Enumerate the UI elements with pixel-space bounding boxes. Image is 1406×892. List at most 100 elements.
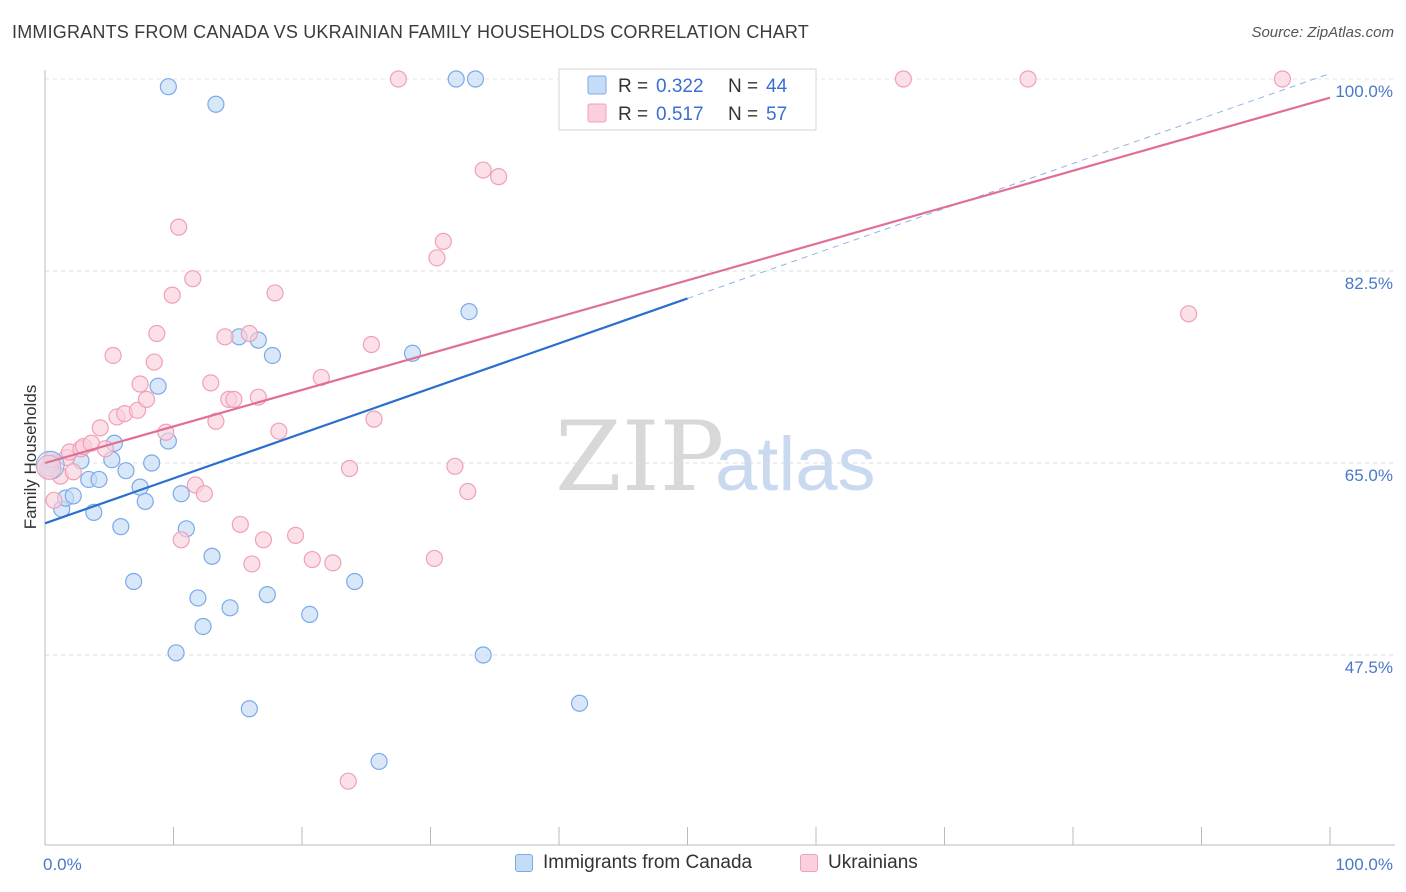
ukrainian-point	[362, 335, 380, 354]
canada-point	[346, 572, 364, 591]
ukrainian-point	[894, 70, 912, 88]
chart-source: Source: ZipAtlas.com	[1251, 24, 1394, 41]
stats-legend-n-value: 44	[766, 76, 788, 97]
stats-legend-r-value: 0.322	[656, 76, 704, 97]
ukrainian-point	[225, 390, 243, 408]
y-tick-label: 100.0%	[1335, 82, 1393, 101]
ukrainian-point	[145, 353, 163, 371]
ukrainian-point	[270, 422, 288, 440]
canada-point	[460, 302, 478, 321]
bottom-legend: Immigrants from Canada Ukrainians	[0, 852, 1406, 878]
canada-point	[203, 547, 221, 565]
watermark-atlas: atlas	[715, 422, 876, 507]
canada-point	[172, 485, 190, 503]
stats-legend-n-label: N =	[728, 104, 758, 125]
watermark-zip: ZIP	[555, 401, 724, 513]
ukrainian-point	[490, 168, 508, 186]
ukrainian-point	[425, 549, 443, 568]
canada-point	[447, 70, 465, 88]
ukrainian-point	[254, 531, 273, 549]
stats-legend-n-label: N =	[728, 76, 758, 97]
ukrainian-point	[170, 218, 188, 236]
canada-point	[221, 599, 239, 617]
canada-point	[112, 518, 130, 536]
ukrainian-trend-line	[44, 96, 1331, 465]
legend-label-canada: Immigrants from Canada	[543, 852, 753, 873]
ukrainian-point	[45, 491, 63, 509]
canada-point	[258, 586, 276, 604]
canada-point	[143, 454, 161, 472]
chart-title: IMMIGRANTS FROM CANADA VS UKRAINIAN FAMI…	[12, 22, 809, 42]
canada-point	[466, 70, 485, 88]
ukrainian-point	[163, 286, 181, 304]
ukrainian-point	[104, 346, 122, 365]
canada-point	[149, 377, 167, 395]
ukrainian-point	[148, 324, 166, 343]
canada-point	[90, 470, 108, 489]
ukrainian-point	[1180, 305, 1198, 323]
canada-point	[301, 605, 319, 624]
ukrainian-point	[202, 374, 220, 392]
stats-legend-r-label: R =	[618, 76, 648, 97]
ukrainian-point	[339, 772, 357, 790]
canada-point	[117, 462, 135, 480]
legend-swatch-ukrainians	[800, 854, 818, 872]
ukrainian-point	[286, 526, 305, 545]
ukrainian-point	[434, 232, 452, 250]
ukrainian-point	[428, 249, 446, 267]
ukrainian-point-cluster	[36, 454, 62, 480]
canada-point	[64, 487, 82, 505]
ukrainian-point	[184, 270, 202, 288]
ukrainian-point	[474, 161, 492, 179]
stats-legend-r-value: 0.517	[656, 104, 704, 125]
stats-legend-swatch	[587, 75, 607, 95]
y-tick-label: 47.5%	[1345, 658, 1393, 677]
ukrainian-point	[303, 550, 321, 569]
ukrainian-point	[1019, 70, 1037, 88]
ukrainian-point	[137, 390, 156, 408]
ukrainian-point	[266, 284, 284, 302]
bottom-legend-item-canada: Immigrants from Canada	[515, 852, 752, 874]
ukrainian-point	[243, 555, 261, 573]
ukrainian-point	[172, 531, 190, 549]
ukrainian-point	[64, 463, 82, 481]
y-tick-label: 65.0%	[1345, 466, 1393, 485]
canada-point	[370, 752, 388, 771]
canada-point	[207, 95, 225, 113]
canada-trend-extension	[687, 73, 1331, 299]
ukrainian-point	[216, 328, 234, 346]
canada-point	[189, 589, 207, 607]
ukrainian-point	[91, 419, 109, 437]
ukrainian-point	[1273, 70, 1292, 88]
ukrainian-point	[446, 457, 464, 475]
ukrainian-point	[365, 410, 383, 428]
ukrainian-point	[459, 482, 477, 501]
ukrainian-point	[389, 70, 407, 88]
canada-point	[194, 617, 212, 636]
canada-trend-line	[44, 297, 688, 525]
legend-label-ukrainians: Ukrainians	[828, 852, 918, 873]
ukrainian-point	[231, 515, 249, 534]
x-tick-label-max: 100.0%	[1335, 855, 1393, 874]
stats-legend-n-value: 57	[766, 104, 787, 125]
legend-swatch-canada	[515, 854, 533, 872]
ukrainian-point	[340, 459, 359, 478]
x-tick-label-min: 0.0%	[43, 855, 82, 874]
canada-point	[159, 78, 177, 96]
ukrainian-point	[195, 485, 213, 503]
y-tick-label: 82.5%	[1345, 274, 1393, 293]
canada-point	[474, 646, 492, 664]
canada-point	[263, 346, 282, 365]
canada-point	[136, 492, 154, 510]
stats-legend-r-label: R =	[618, 104, 648, 125]
ukrainian-point	[131, 375, 149, 393]
stats-legend-swatch	[587, 103, 607, 123]
canada-point	[570, 694, 589, 712]
canada-point	[167, 644, 185, 662]
ukrainian-point	[324, 554, 342, 572]
canada-point	[125, 572, 143, 591]
canada-point	[240, 700, 258, 718]
bottom-legend-item-ukrainians: Ukrainians	[800, 852, 918, 874]
y-axis-title: Family Households	[21, 385, 40, 530]
